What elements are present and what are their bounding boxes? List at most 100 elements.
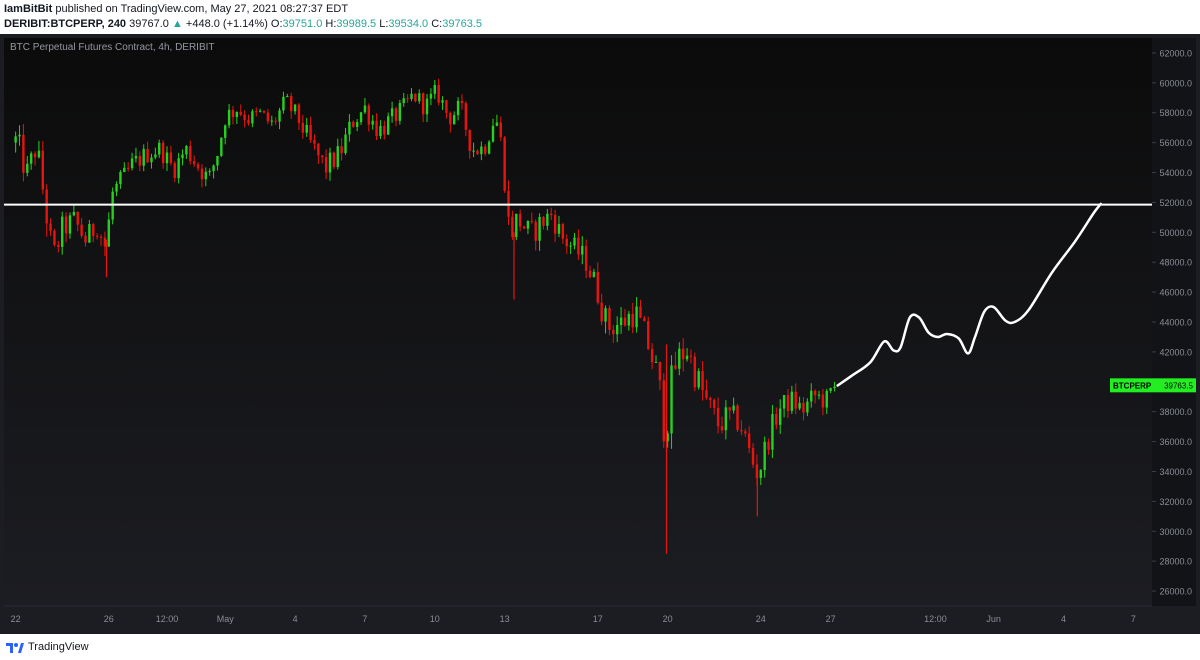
chart-title: BTC Perpetual Futures Contract, 4h, DERI…	[10, 42, 215, 53]
candle-down	[650, 348, 654, 363]
candle-down	[414, 93, 417, 102]
candle-up	[456, 100, 460, 116]
candle-up	[142, 148, 145, 166]
candle-down	[460, 100, 464, 104]
candle-up	[270, 120, 273, 122]
candle-up	[18, 134, 21, 137]
candle-up	[615, 325, 619, 335]
candle-down	[138, 155, 142, 166]
candle-up	[441, 100, 444, 103]
candle-up	[569, 245, 572, 247]
candle-down	[64, 216, 68, 234]
tradingview-brand[interactable]: TradingView	[28, 641, 89, 653]
candle-up	[115, 184, 118, 192]
price-tag-symbol: BTCPERP	[1113, 381, 1152, 390]
candle-up	[119, 171, 122, 185]
price-tick-label: 32000.0	[1159, 497, 1192, 507]
candle-down	[681, 348, 685, 360]
candle-down	[332, 152, 336, 168]
candle-down	[561, 224, 565, 239]
candle-up	[158, 142, 161, 155]
tradingview-logo-icon[interactable]	[6, 641, 24, 653]
candle-down	[173, 163, 176, 179]
candle-down	[720, 426, 724, 431]
price-tick-label: 38000.0	[1159, 407, 1192, 417]
candle-down	[596, 271, 599, 303]
candle-down	[705, 390, 708, 398]
projection-drawing[interactable]	[836, 202, 1103, 387]
candle-down	[146, 148, 149, 163]
candle-down	[84, 235, 87, 243]
candle-up	[581, 245, 584, 255]
price-chart[interactable]: BTC Perpetual Futures Contract, 4h, DERI…	[0, 34, 1200, 634]
candle-down	[247, 120, 250, 124]
price-axis[interactable]: 26000.0 28000.0 30000.0 32000.0 34000.0 36000…	[1152, 48, 1192, 597]
candles	[14, 78, 836, 554]
candle-down	[297, 104, 301, 123]
candle-down	[200, 168, 204, 180]
candle-down	[802, 402, 805, 413]
price-tick-label: 34000.0	[1159, 467, 1192, 477]
price-tick-label: 52000.0	[1159, 198, 1192, 208]
time-axis[interactable]: 22 26 12:00 May 4 7 10 13 17 20 24 27 12:00 Jun 4 7	[4, 605, 1152, 624]
candle-up	[204, 171, 208, 180]
candle-up	[227, 109, 231, 126]
candle-down	[639, 306, 642, 318]
candle-down	[192, 161, 196, 165]
publisher-name[interactable]: IamBitBit	[4, 3, 53, 15]
candle-down	[375, 120, 378, 137]
price-tick-label: 60000.0	[1159, 78, 1192, 88]
candle-up	[402, 98, 405, 104]
candle-down	[243, 114, 246, 121]
candle-up	[29, 153, 33, 164]
candle-down	[324, 157, 328, 173]
candle-down	[518, 213, 522, 227]
candle-up	[359, 112, 363, 123]
candle-up	[154, 154, 157, 158]
candle-down	[713, 399, 716, 408]
candle-up	[526, 221, 530, 229]
candle-down	[92, 224, 95, 236]
candle-down	[716, 407, 720, 427]
candle-up	[379, 125, 382, 137]
candle-down	[103, 237, 107, 247]
chart-area[interactable]: BTC Perpetual Futures Contract, 4h, DERI…	[0, 34, 1200, 634]
candle-down	[588, 270, 592, 277]
price-tick-label: 36000.0	[1159, 437, 1192, 447]
candle-up	[425, 98, 429, 115]
candle-down	[231, 109, 235, 118]
candle-down	[352, 121, 355, 127]
candle-up	[107, 219, 110, 247]
candle-up	[72, 211, 76, 216]
price-tick-label: 56000.0	[1159, 138, 1192, 148]
candle-down	[813, 390, 817, 396]
up-arrow-icon: ▲	[171, 18, 183, 30]
symbol-line: DERIBIT:BTCPERP, 240 39767.0 ▲ +448.0 (+…	[4, 18, 482, 30]
candle-down	[476, 150, 479, 155]
candle-up	[348, 121, 351, 135]
candle-up	[123, 167, 126, 172]
candle-up	[472, 150, 475, 152]
time-tick-label: 13	[500, 614, 510, 624]
candle-down	[747, 433, 751, 449]
candle-down	[584, 245, 588, 271]
candle-down	[674, 365, 677, 369]
candle-up	[491, 125, 495, 142]
time-tick-label: 20	[663, 614, 673, 624]
candle-up	[495, 122, 499, 126]
candle-down	[45, 189, 48, 224]
candle-up	[798, 402, 801, 409]
candle-down	[499, 122, 502, 138]
candle-up	[286, 96, 289, 98]
candle-up	[371, 120, 374, 125]
candle-up	[278, 110, 281, 122]
candle-up	[387, 116, 390, 135]
price-tick-label: 42000.0	[1159, 347, 1192, 357]
candle-down	[169, 152, 173, 164]
candle-up	[538, 216, 541, 241]
candle-down	[437, 85, 440, 103]
candle-up	[604, 308, 607, 322]
candle-down	[577, 237, 580, 255]
candle-up	[817, 394, 821, 396]
publish-header: IamBitBit published on TradingView.com, …	[0, 0, 1200, 34]
